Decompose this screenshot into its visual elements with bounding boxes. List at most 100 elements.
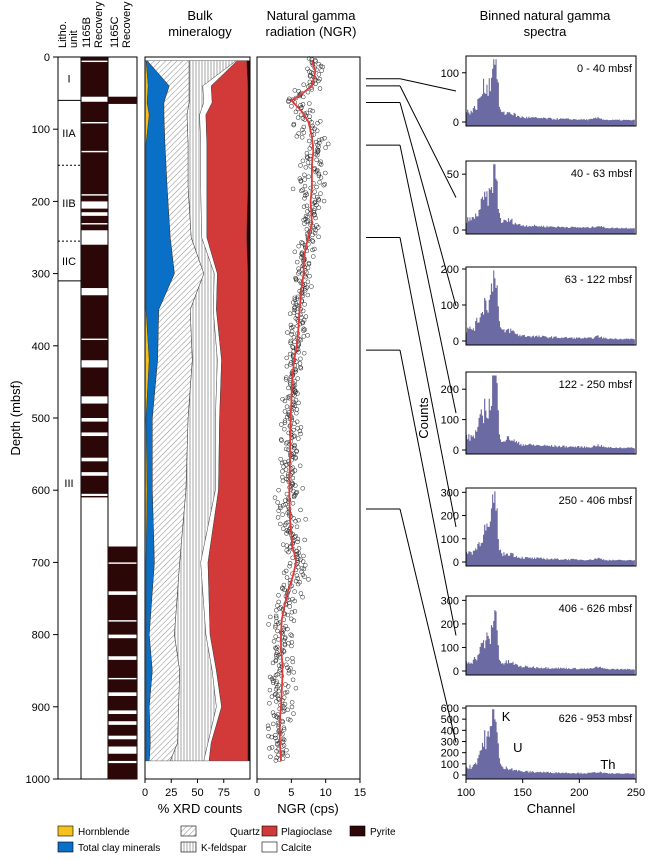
ngr-point bbox=[316, 234, 321, 240]
ngr-point bbox=[267, 746, 272, 751]
spectrum-bars bbox=[466, 709, 635, 779]
ngr-point bbox=[298, 364, 303, 370]
ngr-point bbox=[306, 56, 312, 61]
ngr-point bbox=[301, 124, 307, 130]
ngr-point bbox=[286, 499, 291, 504]
bulk-x-tick-label: 25 bbox=[165, 787, 177, 799]
spectrum-panel: 40 - 63 mbsf 0 50 bbox=[447, 160, 637, 237]
recovered-core bbox=[108, 679, 137, 693]
ngr-point bbox=[314, 184, 319, 190]
ngr-point bbox=[317, 180, 322, 185]
litho-unit-label: I bbox=[67, 74, 70, 86]
ngr-point bbox=[271, 678, 276, 683]
ngr-point bbox=[323, 145, 328, 150]
recovered-core bbox=[81, 123, 108, 151]
ngr-point bbox=[288, 717, 293, 723]
spectrum-y-tick-label: 100 bbox=[441, 534, 459, 546]
ngr-point bbox=[293, 518, 298, 524]
ngr-point bbox=[318, 191, 323, 196]
depth-tick-label: 200 bbox=[32, 196, 50, 208]
ngr-point bbox=[307, 101, 312, 106]
ngr-point bbox=[302, 286, 308, 291]
ngr-point bbox=[290, 475, 296, 481]
spectra-title-1: Binned natural gamma bbox=[480, 8, 612, 23]
ngr-point bbox=[292, 598, 297, 604]
bulk-title-2: mineralogy bbox=[168, 24, 232, 39]
ngr-point bbox=[310, 232, 315, 238]
ngr-point bbox=[287, 561, 293, 566]
legend-label-kfeldspar: K-feldspar bbox=[201, 843, 247, 854]
ngr-point bbox=[293, 275, 298, 281]
ngr-chart: 0 5 10 15 NGR (cps) bbox=[254, 56, 366, 816]
ngr-point bbox=[295, 426, 300, 431]
ngr-point bbox=[311, 254, 316, 259]
ngr-point bbox=[300, 102, 306, 107]
ngr-point bbox=[305, 292, 311, 298]
ngr-point bbox=[275, 515, 281, 520]
ngr-point bbox=[313, 139, 319, 145]
ngr-point bbox=[310, 239, 316, 244]
spectra-x-tick-label: 200 bbox=[570, 787, 588, 799]
ngr-point bbox=[274, 608, 279, 613]
spectrum-panel: 0 - 40 mbsf 0 100 bbox=[441, 55, 637, 129]
ngr-point bbox=[268, 754, 273, 760]
ngr-point bbox=[292, 421, 297, 426]
depth-tick-label: 0 bbox=[44, 52, 50, 64]
recovered-core bbox=[108, 753, 137, 761]
legend-swatch-clay bbox=[57, 841, 74, 853]
spectrum-annotation: U bbox=[513, 740, 522, 755]
ngr-point bbox=[279, 422, 284, 427]
spectrum-label: 0 - 40 mbsf bbox=[577, 63, 633, 75]
ngr-point bbox=[280, 469, 285, 474]
depth-axis: 0 100 200 300 400 500 600 700 800 900 1000 bbox=[26, 52, 58, 786]
ngr-point bbox=[300, 127, 305, 133]
ngr-point bbox=[269, 745, 275, 750]
legend-swatch-calcite bbox=[261, 841, 278, 853]
ngr-point bbox=[298, 163, 303, 168]
litho-unit-label: IIB bbox=[62, 198, 75, 210]
ngr-point bbox=[289, 104, 294, 109]
ngr-point bbox=[288, 632, 293, 637]
ngr-point bbox=[299, 188, 304, 194]
ngr-point bbox=[274, 748, 279, 754]
ngr-title-2: radiation (NGR) bbox=[265, 24, 356, 39]
spectrum-bars bbox=[466, 491, 635, 566]
legend-label-pyrite: Pyrite bbox=[370, 827, 396, 838]
ngr-point bbox=[295, 581, 301, 587]
recovered-core bbox=[108, 638, 137, 657]
legend-label-quartz: Quartz bbox=[230, 827, 260, 838]
depth-tick-label: 300 bbox=[32, 269, 50, 281]
ngr-point bbox=[266, 622, 271, 627]
spectrum-frame bbox=[465, 266, 637, 346]
ngr-point bbox=[284, 531, 289, 536]
ngr-point bbox=[301, 350, 307, 356]
ngr-x-tick-label: 15 bbox=[354, 787, 366, 799]
litho-unit-column: I IIA IIB IIC III bbox=[57, 56, 82, 780]
ngr-point bbox=[273, 613, 279, 619]
litho-unit-label: III bbox=[64, 478, 73, 490]
ngr-point bbox=[282, 418, 288, 423]
bulk-x-axis-label: % XRD counts bbox=[158, 801, 243, 816]
ngr-point bbox=[294, 259, 300, 265]
ngr-point bbox=[273, 732, 278, 738]
ngr-point bbox=[277, 503, 283, 509]
ngr-point bbox=[298, 365, 304, 371]
ngr-point bbox=[307, 107, 313, 113]
ngr-point bbox=[298, 356, 303, 362]
ngr-point bbox=[280, 512, 285, 517]
ngr-point bbox=[266, 726, 271, 731]
ngr-point bbox=[297, 428, 303, 434]
ngr-point bbox=[286, 549, 291, 555]
recovered-core bbox=[81, 224, 108, 231]
ngr-point bbox=[280, 698, 285, 703]
ngr-point bbox=[289, 633, 295, 638]
ngr-point bbox=[282, 420, 288, 425]
ngr-point bbox=[285, 665, 290, 670]
ngr-point bbox=[301, 566, 307, 572]
ngr-point bbox=[298, 507, 303, 513]
ngr-point bbox=[291, 670, 296, 675]
ngr-point bbox=[304, 203, 310, 209]
legend-swatch-pyrite bbox=[349, 825, 366, 837]
